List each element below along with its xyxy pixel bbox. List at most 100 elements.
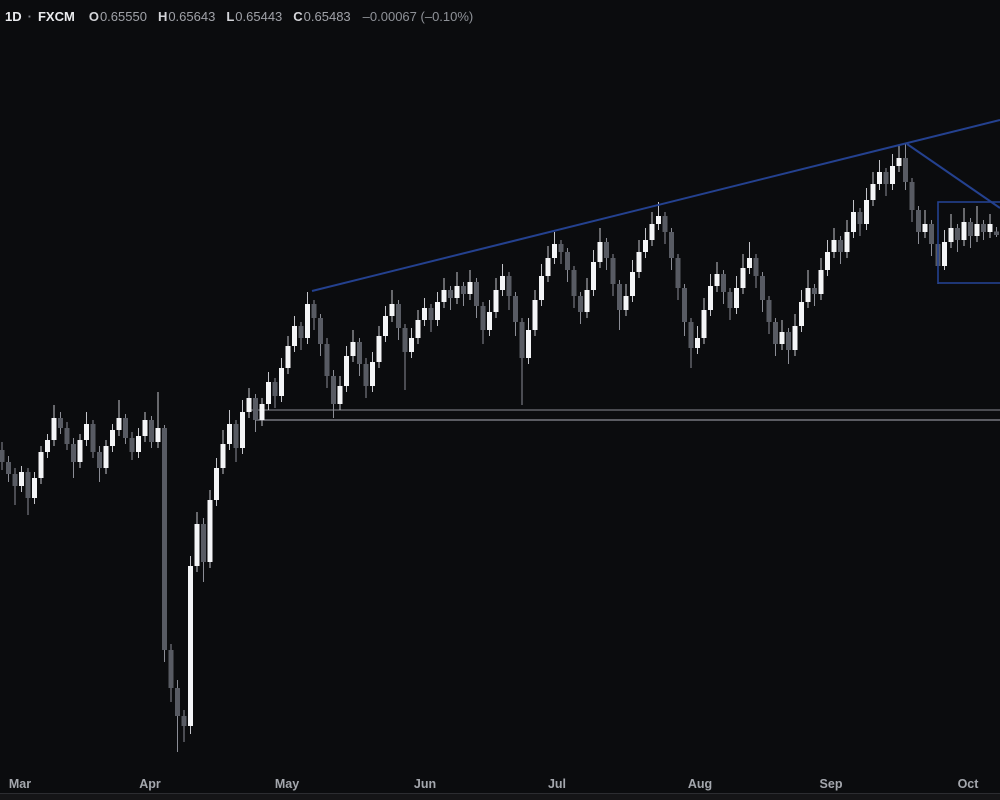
candle bbox=[175, 680, 180, 752]
candle-body bbox=[961, 222, 967, 240]
candle bbox=[389, 290, 395, 322]
candle-body bbox=[279, 368, 284, 396]
candle bbox=[942, 230, 947, 270]
candle-body bbox=[45, 440, 50, 452]
candle bbox=[617, 280, 622, 330]
candle-body bbox=[578, 296, 583, 312]
candle-body bbox=[799, 302, 804, 326]
candle-body bbox=[955, 228, 960, 240]
time-axis-label: Apr bbox=[139, 777, 161, 791]
candle bbox=[773, 318, 778, 356]
time-axis[interactable]: Mar Apr May Jun Jul Aug Sep Oct bbox=[0, 768, 1000, 800]
timeframe-label[interactable]: 1D bbox=[5, 9, 22, 24]
candle-body bbox=[383, 316, 388, 336]
candle-body bbox=[259, 404, 265, 420]
candle-body bbox=[207, 500, 213, 562]
candle bbox=[539, 264, 544, 306]
candle bbox=[103, 440, 109, 474]
candle bbox=[714, 262, 720, 292]
candle-body bbox=[903, 158, 908, 182]
candle bbox=[461, 282, 466, 306]
candle-body bbox=[844, 232, 850, 252]
candle-body bbox=[64, 428, 70, 444]
candle-body bbox=[786, 332, 791, 350]
candle bbox=[370, 352, 375, 392]
candle bbox=[727, 288, 733, 320]
candle-body bbox=[272, 382, 278, 396]
candle-body bbox=[740, 268, 746, 288]
candle-body bbox=[97, 452, 102, 468]
candle-body bbox=[805, 288, 811, 302]
time-axis-label: Sep bbox=[819, 777, 843, 791]
candle bbox=[64, 422, 70, 450]
candle bbox=[831, 228, 837, 258]
candle bbox=[58, 412, 63, 434]
candle bbox=[350, 330, 356, 362]
candle-body bbox=[688, 322, 694, 348]
candle bbox=[851, 200, 856, 238]
candle-body bbox=[129, 438, 135, 452]
candle bbox=[909, 178, 915, 222]
candle bbox=[305, 292, 310, 344]
candle bbox=[695, 326, 700, 354]
candle bbox=[298, 322, 304, 350]
descending-trendline[interactable] bbox=[906, 143, 1000, 209]
candle bbox=[123, 414, 128, 444]
candle-body bbox=[851, 212, 856, 232]
ohlc-close: C 0.65483 bbox=[293, 9, 350, 25]
candle bbox=[409, 328, 414, 358]
candle-body bbox=[389, 304, 395, 316]
candle-body bbox=[591, 262, 596, 290]
candle bbox=[84, 412, 89, 446]
candle bbox=[480, 302, 486, 344]
candle bbox=[428, 304, 434, 332]
candle bbox=[188, 556, 193, 734]
time-axis-label: Oct bbox=[957, 777, 979, 791]
candle bbox=[487, 300, 492, 336]
ohlc-open: O 0.65550 bbox=[89, 9, 147, 25]
consolidation-box[interactable] bbox=[937, 201, 1000, 284]
candle bbox=[344, 346, 349, 392]
candle bbox=[864, 188, 869, 230]
candles-layer bbox=[0, 144, 999, 752]
candle bbox=[441, 278, 447, 308]
candle-body bbox=[155, 428, 161, 442]
candle-body bbox=[292, 326, 297, 346]
candle bbox=[987, 214, 993, 238]
candle bbox=[604, 238, 609, 270]
candle bbox=[259, 398, 265, 426]
candle-body bbox=[656, 216, 661, 224]
candle bbox=[6, 456, 11, 482]
candle-body bbox=[84, 424, 89, 440]
candle-body bbox=[162, 428, 167, 650]
candle bbox=[363, 358, 369, 398]
candle bbox=[116, 400, 122, 436]
candle-body bbox=[630, 272, 635, 296]
candle-body bbox=[136, 436, 141, 452]
candle bbox=[955, 224, 960, 252]
candle-body bbox=[773, 322, 778, 344]
ascending-trendline[interactable] bbox=[311, 119, 1000, 292]
candle-body bbox=[818, 270, 824, 294]
candle bbox=[740, 254, 746, 294]
candle bbox=[844, 220, 850, 258]
candle-body bbox=[474, 282, 479, 306]
candle-body bbox=[714, 274, 720, 286]
candle-body bbox=[253, 398, 258, 420]
candle-body bbox=[51, 418, 57, 440]
candle-body bbox=[929, 224, 934, 244]
candle-body bbox=[760, 276, 765, 300]
time-axis-label: Aug bbox=[687, 777, 713, 791]
candle bbox=[571, 266, 577, 308]
candle bbox=[649, 212, 655, 246]
candle-body bbox=[669, 232, 674, 258]
exchange-name[interactable]: FXCM bbox=[37, 9, 75, 24]
candle-body bbox=[604, 242, 609, 258]
candle-body bbox=[779, 332, 785, 344]
candle-body bbox=[565, 252, 570, 270]
candle-body bbox=[890, 166, 895, 184]
candle bbox=[721, 270, 726, 304]
candle-body bbox=[727, 292, 733, 308]
